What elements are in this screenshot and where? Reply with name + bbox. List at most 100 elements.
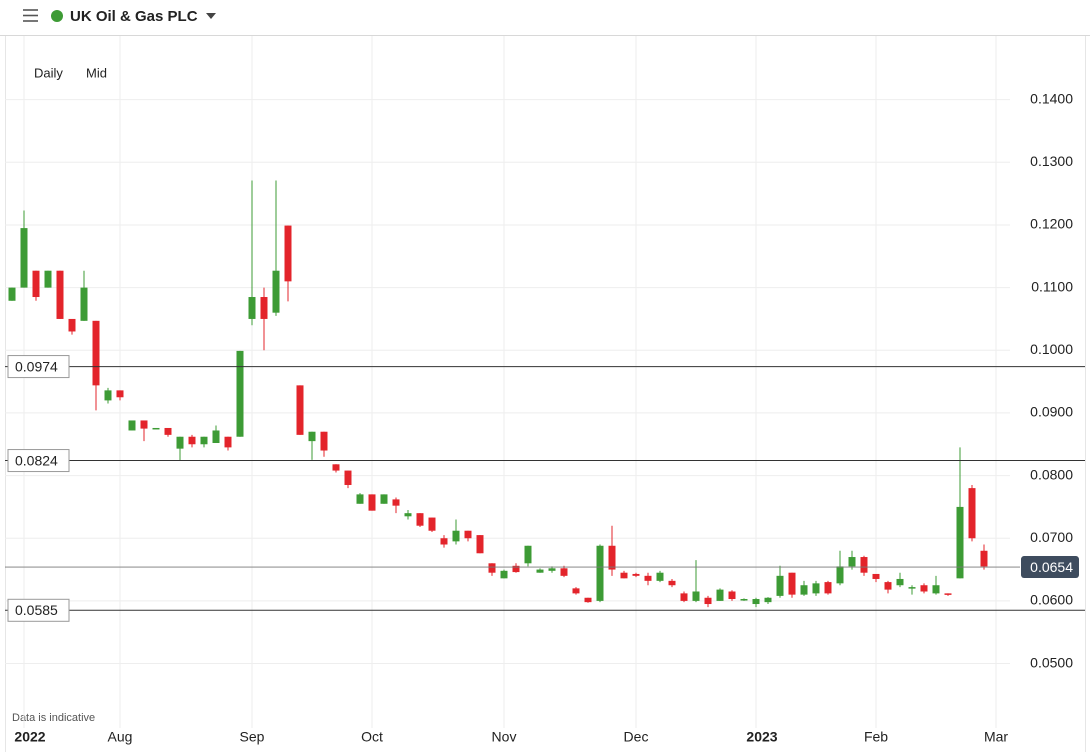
x-tick-label: Aug <box>108 729 133 745</box>
last-price-box <box>1021 556 1079 579</box>
candle-body <box>104 390 112 401</box>
y-tick-label: 0.1300 <box>1030 153 1073 169</box>
candle-body <box>608 545 616 570</box>
candle-body <box>764 597 772 603</box>
interval-button[interactable]: Daily <box>34 65 63 80</box>
candle-body <box>440 538 448 545</box>
candle-body <box>740 599 748 601</box>
candle-body <box>884 582 892 590</box>
candle-body <box>116 390 124 398</box>
y-tick-label: 0.0700 <box>1030 529 1073 545</box>
candle-body <box>44 270 52 288</box>
x-tick-label: 2022 <box>14 729 45 745</box>
y-tick-label: 0.1000 <box>1030 341 1073 357</box>
candle-body <box>908 587 916 589</box>
candle-body <box>824 582 832 594</box>
candle-body <box>356 494 364 504</box>
y-tick-label: 0.0800 <box>1030 466 1073 482</box>
candle-body <box>920 585 928 592</box>
candle-body <box>812 583 820 594</box>
candle-body <box>548 568 556 571</box>
level-label: 0.0974 <box>15 358 58 374</box>
candle-body <box>752 599 760 605</box>
x-tick-label: 2023 <box>746 729 777 745</box>
last-price-label: 0.0654 <box>1030 559 1073 575</box>
disclaimer: Data is indicative <box>12 712 95 724</box>
candle-body <box>8 287 16 301</box>
candle-body <box>560 568 568 576</box>
level-label-box <box>7 449 70 473</box>
candle-body <box>236 350 244 437</box>
candle-body <box>860 557 868 573</box>
y-tick-label: 0.0900 <box>1030 404 1073 420</box>
menu-icon[interactable] <box>23 9 38 22</box>
candle-body <box>380 494 388 504</box>
candle-body <box>404 513 412 517</box>
candle-body <box>308 431 316 442</box>
candle-body <box>668 580 676 586</box>
y-tick-label: 0.1100 <box>1031 278 1073 294</box>
candle-body <box>944 593 952 595</box>
y-tick-label: 0.1200 <box>1030 216 1073 232</box>
x-tick-label: Feb <box>864 729 888 745</box>
candle-body <box>368 494 376 511</box>
level-label: 0.0585 <box>15 602 58 618</box>
status-dot <box>51 10 63 22</box>
candle-body <box>476 535 484 554</box>
candle-body <box>524 545 532 564</box>
level-label-box <box>7 355 70 379</box>
y-tick-label: 0.1400 <box>1030 90 1073 106</box>
candle-body <box>716 589 724 601</box>
candle-body <box>320 431 328 451</box>
candle-body <box>392 499 400 506</box>
y-tick-label: 0.0500 <box>1030 654 1073 670</box>
candle-body <box>296 385 304 435</box>
candle-body <box>536 569 544 573</box>
toolbar <box>0 0 1090 35</box>
x-tick-label: Oct <box>361 729 383 745</box>
plot <box>5 36 1010 728</box>
candle-body <box>584 597 592 603</box>
x-tick-label: Nov <box>492 729 517 745</box>
candle-body <box>56 270 64 319</box>
candle-body <box>956 506 964 579</box>
candle-body <box>152 427 160 430</box>
candle-body <box>800 585 808 595</box>
level-label: 0.0824 <box>15 452 58 468</box>
candle-body <box>704 597 712 605</box>
y-tick-label: 0.0600 <box>1030 592 1073 608</box>
candle-body <box>896 578 904 586</box>
candle-body <box>164 427 172 435</box>
candle-body <box>200 436 208 445</box>
instrument-title[interactable]: UK Oil & Gas PLC <box>70 8 198 25</box>
candle-body <box>932 585 940 594</box>
candle-body <box>692 591 700 601</box>
candle-body <box>248 297 256 319</box>
candle-body <box>500 570 508 579</box>
candle-body <box>344 470 352 485</box>
candle-body <box>428 517 436 531</box>
x-tick-label: Mar <box>984 729 1008 745</box>
candle-body <box>188 436 196 445</box>
candle-body <box>284 225 292 282</box>
candle-body <box>788 572 796 595</box>
candle-body <box>128 420 136 431</box>
price-type-button[interactable]: Mid <box>86 65 107 80</box>
candle-body <box>68 318 76 332</box>
dropdown-caret[interactable] <box>206 13 216 19</box>
candle-body <box>80 287 88 321</box>
candle-body <box>224 436 232 448</box>
level-label-box <box>7 598 70 622</box>
candle-body <box>644 575 652 581</box>
candle-body <box>620 572 628 579</box>
candle-body <box>176 436 184 449</box>
candle-body <box>32 270 40 298</box>
candle-body <box>980 550 988 567</box>
candle-body <box>92 320 100 386</box>
candle-body <box>848 557 856 567</box>
candle-body <box>212 430 220 444</box>
candle-body <box>572 588 580 594</box>
candle-body <box>728 591 736 600</box>
